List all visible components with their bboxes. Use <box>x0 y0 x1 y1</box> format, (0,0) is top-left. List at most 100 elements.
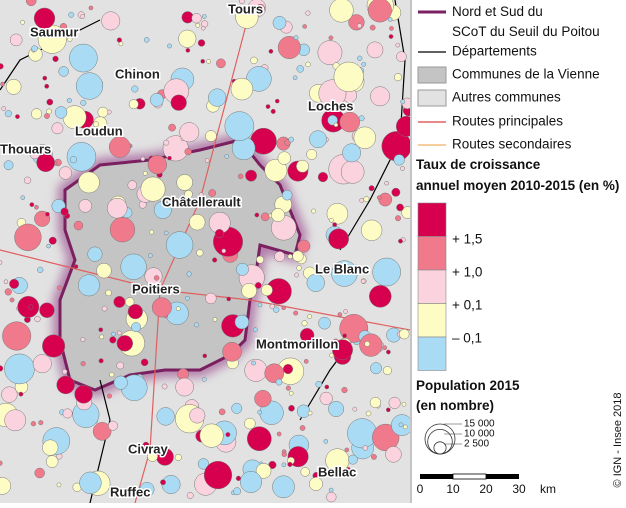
commune-circle <box>78 171 100 194</box>
commune-circle <box>328 35 334 41</box>
commune-circle <box>341 386 348 394</box>
commune-circle <box>87 246 103 262</box>
commune-circle <box>224 111 255 141</box>
commune-circle <box>333 61 364 92</box>
commune-circle <box>142 441 150 449</box>
commune-circle <box>165 231 194 259</box>
commune-circle <box>226 296 231 302</box>
commune-circle <box>73 220 84 231</box>
commune-circle <box>97 106 109 118</box>
commune-circle <box>281 189 293 201</box>
commune-circle <box>0 365 4 372</box>
commune-circle <box>69 156 78 164</box>
commune-circle <box>307 314 312 319</box>
commune-circle <box>359 197 365 203</box>
commune-circle <box>31 45 38 52</box>
commune-circle <box>67 36 73 42</box>
commune-circle <box>143 37 150 43</box>
commune-circle <box>244 417 256 430</box>
commune-circle <box>0 63 4 70</box>
commune-circle <box>75 72 104 100</box>
commune-circle <box>170 94 187 111</box>
commune-circle <box>153 275 160 281</box>
commune-circle <box>178 29 197 48</box>
commune-circle <box>251 360 256 366</box>
commune-circle <box>299 328 315 343</box>
commune-circle <box>353 264 359 270</box>
commune-circle <box>326 491 337 503</box>
commune-circle <box>92 422 112 441</box>
commune-circle <box>281 462 287 468</box>
commune-circle <box>31 108 43 120</box>
commune-circle <box>148 253 153 258</box>
commune-circle <box>281 451 287 457</box>
commune-circle <box>212 257 218 263</box>
commune-circle <box>288 391 294 396</box>
commune-circle <box>1 386 18 403</box>
commune-circle <box>282 364 294 375</box>
commune-circle <box>323 439 329 444</box>
commune-circle <box>294 272 300 278</box>
population-circle <box>424 423 456 455</box>
commune-circle <box>368 185 375 192</box>
growth-title: Taux de croissance annuel moyen 2010-2015… <box>416 157 619 193</box>
commune-circle <box>244 358 268 382</box>
commune-circle <box>309 130 327 149</box>
scale-label: 0 <box>417 482 424 496</box>
growth-box <box>417 303 447 338</box>
commune-circle <box>120 253 147 280</box>
commune-circle <box>369 285 392 308</box>
commune-circle <box>254 212 260 218</box>
commune-circle <box>222 342 242 362</box>
commune-circle <box>144 267 163 286</box>
town-label: Loches <box>308 98 354 113</box>
commune-circle <box>393 73 403 82</box>
commune-circle <box>128 99 139 110</box>
commune-circle <box>127 180 138 190</box>
commune-circle <box>366 41 384 59</box>
commune-circle <box>297 239 311 253</box>
commune-circle <box>2 321 32 351</box>
commune-circle <box>201 14 207 19</box>
commune-circle <box>292 250 304 262</box>
legend-label: Routes secondaires <box>452 137 572 152</box>
commune-circle <box>315 380 323 388</box>
commune-circle <box>208 189 217 197</box>
commune-circle <box>343 309 348 314</box>
commune-circle <box>195 23 201 28</box>
commune-circle <box>58 66 69 77</box>
commune-circle <box>111 331 116 337</box>
commune-circle <box>328 487 334 493</box>
commune-circle <box>254 390 272 408</box>
commune-circle <box>204 158 210 163</box>
commune-circle <box>140 176 166 202</box>
population-size: 10 000 <box>464 429 495 440</box>
commune-circle <box>37 266 44 274</box>
commune-circle <box>98 327 104 332</box>
town-label: Le Blanc <box>315 261 369 276</box>
commune-circle <box>1 106 6 111</box>
commune-circle <box>318 316 331 330</box>
commune-circle <box>20 195 26 200</box>
commune-circle <box>395 215 402 222</box>
commune-circle <box>51 122 64 135</box>
commune-circle <box>288 405 295 412</box>
commune-circle <box>255 463 272 479</box>
commune-circle <box>101 305 108 312</box>
commune-circle <box>42 334 66 358</box>
commune-circle <box>88 5 94 11</box>
commune-circle <box>329 0 354 23</box>
legend-label: Nord et Sud du SCoT du Seuil du Poitou <box>452 4 600 39</box>
commune-circle <box>185 295 190 301</box>
commune-circle <box>233 487 242 496</box>
commune-circle <box>109 336 117 344</box>
commune-circle <box>96 262 112 279</box>
commune-circle <box>260 212 270 222</box>
town-label: Civray <box>128 441 169 456</box>
commune-circle <box>106 197 128 219</box>
commune-circle <box>296 265 302 271</box>
commune-circle <box>174 453 182 461</box>
commune-circle <box>113 295 126 308</box>
commune-circle <box>293 35 299 40</box>
